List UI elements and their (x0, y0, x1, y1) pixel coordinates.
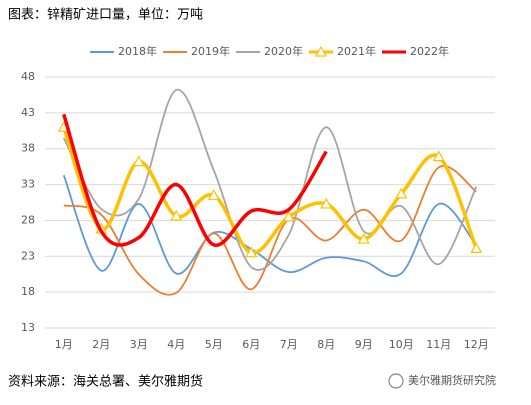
x-tick-label: 12月 (464, 338, 489, 351)
x-tick-label: 10月 (389, 338, 414, 351)
y-tick-label: 48 (21, 70, 35, 83)
x-tick-label: 11月 (426, 338, 451, 351)
x-tick-label: 1月 (55, 338, 73, 351)
y-tick-label: 33 (21, 178, 35, 191)
watermark: 美尔雅期货研究院 (408, 373, 496, 387)
x-tick-label: 4月 (167, 338, 185, 351)
point-marker (470, 242, 483, 253)
legend-label: 2022年 (410, 44, 449, 58)
watermark-icon (388, 373, 404, 389)
y-tick-label: 13 (21, 321, 35, 334)
legend-label: 2018年 (118, 44, 157, 58)
point-marker (432, 150, 445, 162)
x-tick-label: 8月 (317, 338, 335, 351)
legend-label: 2020年 (264, 44, 303, 58)
y-tick-label: 18 (21, 285, 35, 298)
x-tick-label: 2月 (92, 338, 110, 351)
x-tick-label: 5月 (205, 338, 223, 351)
x-tick-label: 9月 (355, 338, 373, 351)
legend-label: 2019年 (191, 44, 230, 58)
y-tick-label: 38 (21, 142, 35, 155)
point-marker (245, 246, 258, 258)
x-tick-label: 6月 (242, 338, 260, 351)
series-line (62, 88, 478, 271)
point-marker (207, 189, 220, 200)
series-line (63, 165, 477, 296)
legend-label: 2021年 (337, 44, 376, 58)
chart-title: 图表：锌精矿进口量，单位：万吨 (8, 8, 203, 23)
series-line (62, 174, 477, 277)
series-line (62, 113, 328, 247)
point-marker (282, 210, 295, 222)
y-tick-label: 28 (21, 213, 35, 226)
y-tick-label: 43 (21, 106, 35, 119)
source: 资料来源：海关总署、美尔雅期货 (8, 374, 203, 390)
y-tick-label: 23 (21, 249, 35, 262)
x-tick-label: 3月 (130, 338, 148, 351)
point-marker (395, 187, 408, 199)
point-marker (170, 209, 183, 221)
legend-marker (314, 45, 328, 57)
series-line (62, 126, 478, 255)
point-marker (320, 197, 333, 209)
point-marker (357, 232, 370, 244)
x-tick-label: 7月 (280, 338, 298, 351)
point-marker (132, 155, 145, 167)
